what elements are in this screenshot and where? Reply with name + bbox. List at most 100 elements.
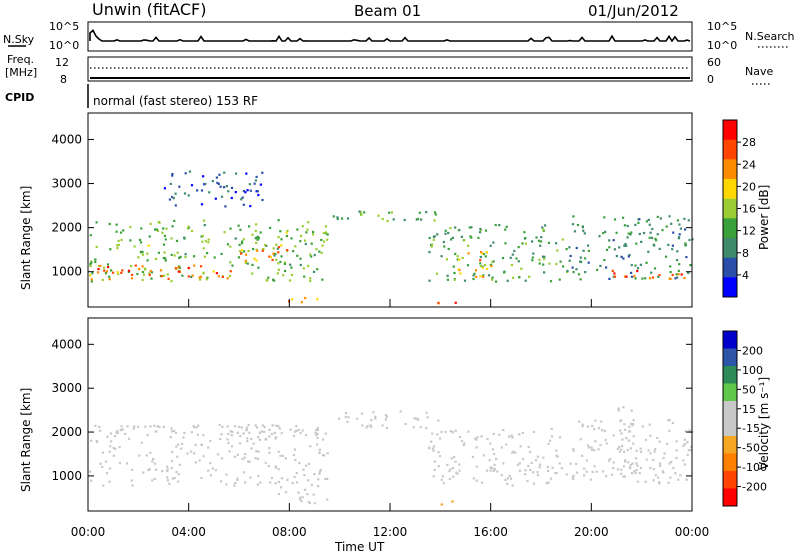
heatmap-cell [665, 255, 668, 258]
heatmap-cell [168, 198, 171, 201]
heatmap-cell [630, 264, 633, 267]
heatmap-cell [268, 451, 271, 454]
heatmap-cell [121, 269, 124, 272]
heatmap-cell [129, 239, 132, 242]
heatmap-cell [372, 411, 375, 414]
heatmap-cell [223, 186, 226, 189]
heatmap-cell [248, 431, 251, 434]
heatmap-cell [190, 229, 194, 232]
heatmap-cell [176, 455, 179, 458]
heatmap-cell [221, 275, 224, 278]
heatmap-cell [198, 276, 201, 279]
heatmap-cell [590, 446, 593, 449]
heatmap-cell [313, 502, 316, 505]
heatmap-cell [631, 424, 634, 427]
heatmap-cell [196, 433, 199, 436]
power-colorbar-label: Power [dB] [757, 185, 771, 250]
heatmap-cell [442, 240, 445, 244]
heatmap-cell [572, 449, 575, 452]
heatmap-cell [686, 453, 689, 456]
heatmap-cell [532, 430, 535, 433]
heatmap-cell [605, 266, 608, 269]
heatmap-cell [176, 251, 179, 254]
heatmap-cell [207, 241, 210, 244]
heatmap-cell [551, 466, 554, 469]
x-tick-label: 16:00 [473, 525, 508, 539]
heatmap-cell [538, 463, 542, 466]
heatmap-cell [95, 221, 98, 224]
heatmap-cell [656, 215, 659, 218]
heatmap-cell [645, 458, 648, 461]
heatmap-cell [122, 229, 125, 232]
heatmap-cell [566, 269, 569, 273]
heatmap-cell [256, 238, 259, 241]
heatmap-cell [492, 260, 495, 263]
heatmap-cell [133, 245, 136, 248]
heatmap-cell [146, 434, 149, 437]
heatmap-cell [94, 260, 97, 263]
heatmap-cell [204, 240, 207, 243]
heatmap-cell [304, 434, 307, 437]
heatmap-cell [145, 454, 148, 457]
heatmap-cell [667, 419, 670, 422]
nsearch-label: N.Search [745, 30, 795, 43]
heatmap-cell [322, 231, 325, 235]
date-title: 01/Jun/2012 [588, 2, 679, 20]
heatmap-cell [226, 277, 229, 280]
heatmap-cell [370, 425, 373, 428]
heatmap-cell [177, 473, 180, 476]
heatmap-cell [299, 498, 302, 501]
heatmap-cell [171, 477, 174, 480]
heatmap-cell [540, 236, 543, 239]
heatmap-cell [581, 425, 584, 428]
heatmap-cell [674, 277, 677, 280]
heatmap-cell [133, 425, 136, 428]
heatmap-cell [316, 443, 319, 446]
heatmap-cell [301, 429, 304, 432]
heatmap-cell [544, 224, 547, 227]
heatmap-cell [247, 460, 250, 463]
heatmap-cell [468, 226, 471, 229]
heatmap-cell [144, 425, 147, 428]
heatmap-cell [105, 270, 108, 273]
heatmap-cell [532, 482, 535, 485]
power-x-ticks [87, 299, 693, 307]
colorbar-tick-label: 20 [742, 180, 756, 193]
heatmap-cell [612, 467, 615, 470]
heatmap-cell [630, 275, 634, 278]
heatmap-cell [209, 462, 212, 465]
heatmap-cell [200, 235, 203, 238]
heatmap-cell [202, 455, 205, 458]
y-tick-label: 1000 [51, 265, 82, 279]
heatmap-cell [212, 270, 215, 273]
heatmap-cell [109, 432, 112, 435]
heatmap-cell [572, 271, 575, 274]
heatmap-cell [539, 244, 542, 247]
heatmap-cell [202, 247, 205, 250]
heatmap-cell [466, 264, 470, 267]
heatmap-cell [668, 462, 671, 465]
heatmap-cell [505, 443, 508, 446]
heatmap-cell [647, 449, 650, 452]
heatmap-cell [151, 479, 154, 482]
heatmap-cell [190, 431, 193, 434]
heatmap-cell [403, 218, 406, 222]
heatmap-cell [170, 280, 173, 283]
heatmap-cell [601, 429, 604, 432]
heatmap-cell [475, 446, 478, 449]
heatmap-cell [504, 242, 507, 245]
heatmap-cell [593, 465, 596, 468]
heatmap-cell [124, 432, 127, 435]
heatmap-cell [489, 263, 492, 266]
heatmap-cell [268, 428, 271, 431]
heatmap-cell [585, 470, 588, 473]
heatmap-cell [478, 231, 482, 234]
heatmap-cell [220, 433, 223, 436]
heatmap-cell [322, 438, 325, 441]
colorbar-segment [723, 139, 737, 160]
heatmap-cell [291, 298, 294, 301]
colorbar-segment [723, 348, 737, 367]
heatmap-cell [477, 236, 480, 239]
heatmap-cell [634, 264, 637, 267]
heatmap-cell [590, 448, 593, 451]
